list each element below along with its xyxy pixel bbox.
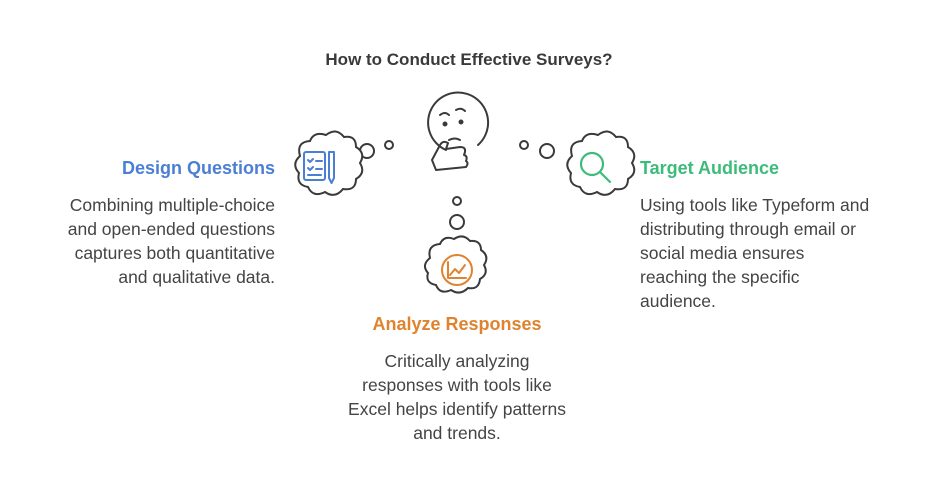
line-chart-icon xyxy=(441,254,473,286)
target-cloud xyxy=(566,130,636,196)
thought-dot xyxy=(539,143,555,159)
target-line: social media ensures xyxy=(640,243,805,263)
design-line: and open-ended questions xyxy=(67,219,275,239)
design-line: captures both quantitative xyxy=(74,243,275,263)
target-description: Using tools like Typeform and distributi… xyxy=(640,193,930,313)
analyze-line: Excel helps identify patterns xyxy=(348,399,566,419)
design-line: and qualitative data. xyxy=(118,267,275,287)
analyze-description: Critically analyzing responses with tool… xyxy=(300,349,614,445)
design-description: Combining multiple-choice and open-ended… xyxy=(20,193,275,289)
target-line: audience. xyxy=(640,291,716,311)
design-cloud xyxy=(294,130,364,196)
thought-dot xyxy=(452,196,462,206)
target-line: distributing through email or xyxy=(640,219,856,239)
thought-dot xyxy=(384,140,394,150)
analyze-line: and trends. xyxy=(413,423,501,443)
checklist-pen-icon xyxy=(303,151,335,184)
analyze-line: Critically analyzing xyxy=(384,351,530,371)
analyze-cloud xyxy=(424,235,488,294)
target-line: Using tools like Typeform and xyxy=(640,195,870,215)
design-questions-section: Design Questions xyxy=(20,158,275,179)
thought-dot xyxy=(449,214,465,230)
design-heading: Design Questions xyxy=(121,158,275,178)
thinking-face-icon xyxy=(427,91,490,171)
analyze-heading: Analyze Responses xyxy=(372,314,542,334)
analyze-line: responses with tools like xyxy=(362,375,552,395)
magnifier-icon xyxy=(579,151,612,184)
target-line: reaching the specific xyxy=(640,267,800,287)
thought-dot xyxy=(519,140,529,150)
diagram-title: How to Conduct Effective Surveys? xyxy=(325,50,613,69)
design-line: Combining multiple-choice xyxy=(69,195,275,215)
target-heading: Target Audience xyxy=(640,158,780,178)
